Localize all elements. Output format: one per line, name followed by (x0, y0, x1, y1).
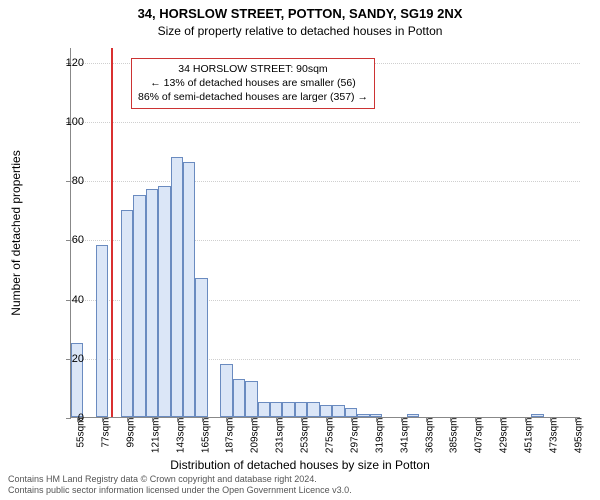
histogram-bar (320, 405, 332, 417)
x-tick-label: 429sqm (499, 418, 510, 454)
histogram-bar (270, 402, 282, 417)
x-tick-label: 473sqm (548, 418, 559, 454)
y-tick-label: 20 (54, 353, 84, 365)
x-tick-label: 77sqm (101, 418, 112, 448)
histogram-bar (183, 162, 195, 417)
x-tick-label: 275sqm (325, 418, 336, 454)
y-tick-label: 40 (54, 294, 84, 306)
histogram-bar (233, 379, 245, 417)
y-axis-label: Number of detached properties (9, 150, 23, 315)
x-tick-label: 231sqm (275, 418, 286, 454)
chart-container: 34, HORSLOW STREET, POTTON, SANDY, SG19 … (0, 0, 600, 500)
footer-line-1: Contains HM Land Registry data © Crown c… (8, 474, 352, 485)
histogram-bar (332, 405, 344, 417)
x-tick-label: 253sqm (300, 418, 311, 454)
x-tick-label: 319sqm (374, 418, 385, 454)
histogram-bar (171, 157, 183, 417)
x-tick-label: 407sqm (474, 418, 485, 454)
histogram-bar (345, 408, 357, 417)
info-box-line: 86% of semi-detached houses are larger (… (138, 90, 368, 104)
histogram-bar (245, 381, 257, 417)
y-tick-label: 80 (54, 175, 84, 187)
x-tick-label: 143sqm (175, 418, 186, 454)
y-tick-label: 0 (54, 412, 84, 424)
histogram-bar (158, 186, 170, 417)
x-tick-label: 99sqm (125, 418, 136, 448)
x-tick-label: 385sqm (449, 418, 460, 454)
chart-title: 34, HORSLOW STREET, POTTON, SANDY, SG19 … (0, 6, 600, 21)
footer-line-2: Contains public sector information licen… (8, 485, 352, 496)
info-box: 34 HORSLOW STREET: 90sqm← 13% of detache… (131, 58, 375, 109)
info-box-line: 34 HORSLOW STREET: 90sqm (138, 62, 368, 76)
histogram-bar (258, 402, 270, 417)
footer-attribution: Contains HM Land Registry data © Crown c… (8, 474, 352, 496)
x-tick-label: 451sqm (524, 418, 535, 454)
histogram-bar (295, 402, 307, 417)
x-tick-label: 165sqm (200, 418, 211, 454)
histogram-bar (121, 210, 133, 417)
x-tick-label: 209sqm (250, 418, 261, 454)
histogram-bar (220, 364, 232, 417)
histogram-bar (282, 402, 294, 417)
y-tick-label: 100 (54, 116, 84, 128)
y-tick-label: 60 (54, 234, 84, 246)
plot-area: 55sqm77sqm99sqm121sqm143sqm165sqm187sqm2… (70, 48, 580, 418)
x-tick-label: 363sqm (424, 418, 435, 454)
x-tick-label: 495sqm (573, 418, 584, 454)
histogram-bar (146, 189, 158, 417)
x-tick-label: 187sqm (225, 418, 236, 454)
x-axis-label: Distribution of detached houses by size … (0, 458, 600, 472)
x-tick-label: 341sqm (399, 418, 410, 454)
grid-line (71, 181, 580, 182)
x-tick-label: 121sqm (150, 418, 161, 454)
histogram-bar (133, 195, 145, 417)
histogram-bar (96, 245, 108, 417)
histogram-bar (195, 278, 207, 417)
marker-line (111, 48, 113, 417)
y-tick-label: 120 (54, 57, 84, 69)
info-box-line: ← 13% of detached houses are smaller (56… (138, 76, 368, 90)
chart-subtitle: Size of property relative to detached ho… (0, 24, 600, 38)
grid-line (71, 122, 580, 123)
histogram-bar (307, 402, 319, 417)
x-tick-label: 297sqm (349, 418, 360, 454)
